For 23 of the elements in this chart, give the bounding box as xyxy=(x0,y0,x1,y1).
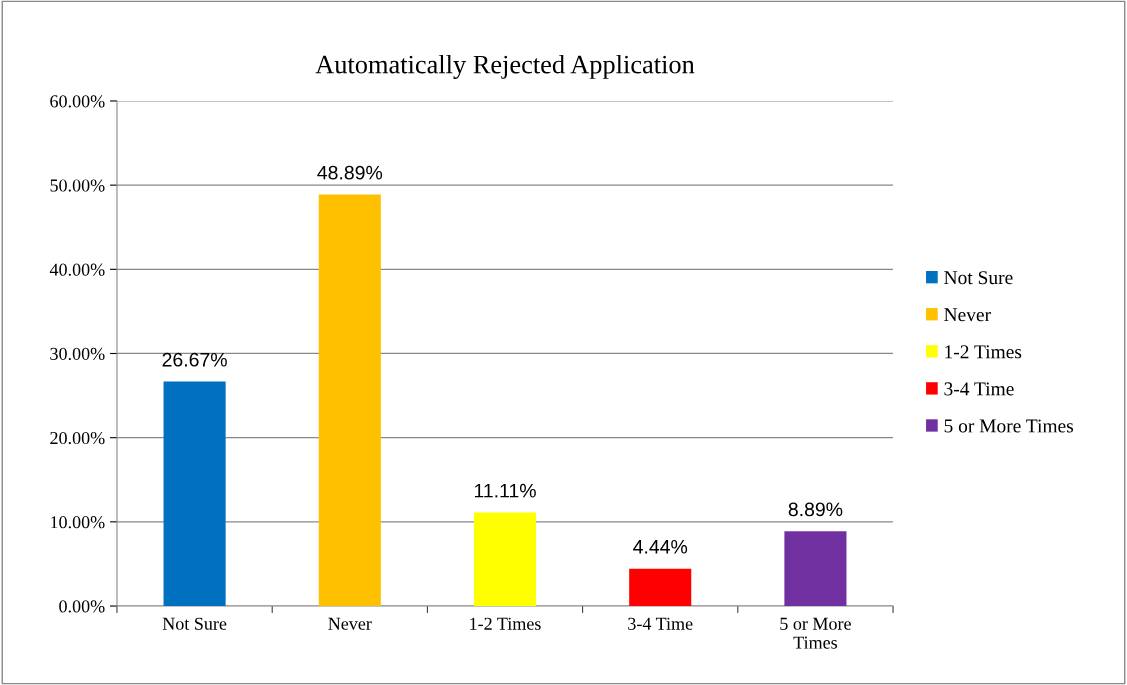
y-tick-label: 0.00% xyxy=(59,600,105,613)
data-label: 26.67% xyxy=(162,352,227,367)
data-label: 4.44% xyxy=(633,540,688,554)
legend-label: Never xyxy=(944,308,991,322)
data-label: 48.89% xyxy=(317,165,383,180)
legend-label: Not Sure xyxy=(944,271,1013,285)
chart-title: Automatically Rejected Application xyxy=(315,54,695,79)
y-tick-label: 40.00% xyxy=(49,263,105,276)
data-label: 8.89% xyxy=(788,502,843,517)
y-tick-label: 10.00% xyxy=(51,516,105,529)
x-tick-label: 5 or More Times xyxy=(780,617,851,649)
legend-label: 5 or More Times xyxy=(944,419,1074,433)
data-label: 11.11% xyxy=(474,483,536,498)
y-tick-label: 50.00% xyxy=(50,179,105,192)
x-tick-label: Not Sure xyxy=(162,617,227,630)
y-tick-label: 60.00% xyxy=(50,95,105,108)
legend-label: 3-4 Time xyxy=(944,382,1014,396)
y-tick-label: 30.00% xyxy=(50,347,105,361)
x-tick-label: Never xyxy=(328,617,372,630)
x-tick-label: 1-2 Times xyxy=(470,617,541,630)
x-tick-label: 3-4 Time xyxy=(628,617,693,630)
legend-label: 1-2 Times xyxy=(945,345,1022,359)
y-tick-label: 20.00% xyxy=(50,431,105,445)
